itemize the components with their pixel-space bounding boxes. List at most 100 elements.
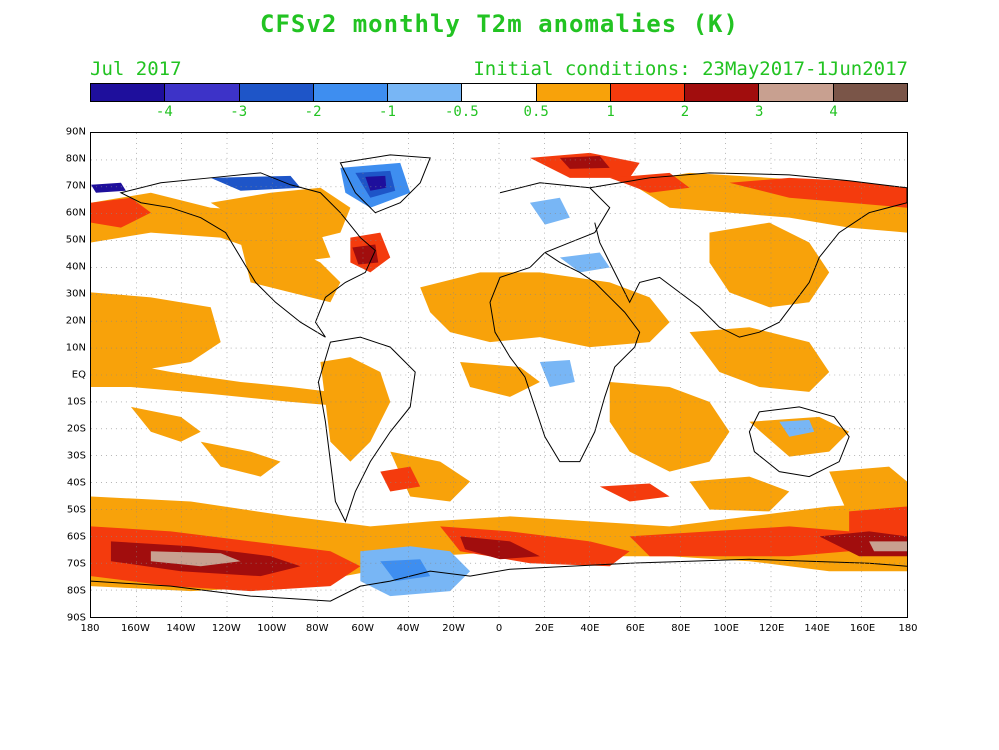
maritime-continent-warm (689, 327, 830, 392)
longitude-label: 140W (166, 623, 196, 634)
longitude-label: 20E (534, 623, 554, 634)
longitude-label: 80E (671, 623, 691, 634)
longitude-label: 120E (758, 623, 785, 634)
longitude-label: 140E (804, 623, 830, 634)
colorbar-swatch (759, 84, 834, 101)
latitude-label: 60S (66, 531, 86, 543)
arctic-pacific-warm (91, 192, 331, 263)
colorbar-labels: -4 -3 -2 -1 -0.5 0.5 1 2 3 4 (90, 104, 908, 120)
antarctic-peninsula-cool-mid (380, 559, 431, 582)
latitude-label: 80N (65, 153, 86, 165)
northwest-atlantic-strong (352, 244, 379, 265)
latitude-label: 10S (66, 396, 86, 408)
latitude-label: EQ (71, 369, 86, 381)
colorbar-label: -3 (230, 104, 248, 120)
asia-coast (589, 172, 907, 338)
pacific-south-warm (130, 406, 201, 442)
colorbar (90, 83, 908, 102)
latitude-label: 40N (65, 261, 86, 273)
longitude-label: 60E (625, 623, 645, 634)
east-antarctic-very-warm (869, 541, 907, 552)
australia-warm (749, 416, 850, 457)
colorbar-swatch (165, 84, 240, 101)
latitude-label: 90N (65, 126, 86, 138)
latitude-label: 30N (65, 288, 86, 300)
latitude-label: 70S (66, 558, 86, 570)
colorbar-swatch (462, 84, 537, 101)
weddell-east-warm (440, 526, 630, 567)
colorbar-swatch (91, 84, 166, 101)
longitude-label: 100E (713, 623, 739, 634)
colorbar-swatch (536, 84, 611, 101)
barents-warm (609, 172, 690, 193)
latitude-label: 60N (65, 207, 86, 219)
latitude-label: 10N (65, 342, 86, 354)
longitude-label: 180 (898, 623, 918, 634)
colorbar-swatch (685, 84, 760, 101)
antarctica-coast (91, 558, 907, 602)
scandinavia-cool (529, 197, 570, 225)
colorbar-swatch (388, 84, 463, 101)
latitude-label: 20N (65, 315, 86, 327)
north-america-coast (119, 172, 376, 338)
pacific-tropical-warm (91, 357, 361, 407)
lat-lon-grid (91, 133, 907, 617)
longitude-label: 160W (120, 623, 150, 634)
weddell-strong (460, 536, 540, 560)
alaska-cool-core (91, 182, 126, 193)
colorbar-swatch (313, 84, 389, 101)
colorbar-label: -2 (304, 104, 322, 120)
colorbar-swatch (239, 84, 314, 101)
sahara-warm (420, 272, 670, 348)
very-warm-anomalies (150, 541, 907, 567)
longitude-label: 40W (396, 623, 420, 634)
africa-cool (539, 360, 575, 387)
ross-sea-very-warm (150, 551, 241, 567)
latitude-label: 50N (65, 234, 86, 246)
east-asia-warm (709, 222, 830, 308)
colorbar-label: 0.5 (523, 104, 549, 120)
europe-africa-coast (489, 182, 641, 463)
south-america-warm (320, 357, 391, 462)
anomaly-map (90, 132, 908, 618)
latitude-label: 70N (65, 180, 86, 192)
south-pacific-warm (829, 466, 907, 517)
canada-warm (210, 187, 351, 243)
colorbar-label: -1 (379, 104, 396, 120)
chart-title: CFSv2 monthly T2m anomalies (K) (260, 10, 739, 38)
central-asia-cool (559, 252, 610, 273)
longitude-label: 100W (257, 623, 287, 634)
longitude-label: 160E (849, 623, 876, 634)
initial-conditions: Initial conditions: 23May2017-1Jun2017 (473, 58, 908, 80)
southeast-pacific-warm (200, 441, 281, 477)
latitude-label: 90S (66, 612, 86, 624)
longitude-label: 40E (580, 623, 600, 634)
greenland-sea-strong (559, 155, 610, 169)
south-indian-warm (689, 476, 790, 512)
greenland-coast (339, 154, 431, 214)
colorbar-label: -0.5 (444, 104, 479, 120)
latitude-label: 40S (66, 477, 86, 489)
longitude-label: 80W (305, 623, 329, 634)
latitude-label: 20S (66, 423, 86, 435)
forecast-month: Jul 2017 (90, 58, 182, 80)
south-atlantic-warm (390, 451, 471, 502)
coastlines (91, 154, 907, 602)
argentina-warm (380, 466, 421, 492)
colorbar-swatch (833, 84, 907, 101)
australia-coast (748, 406, 850, 478)
longitude-label: 120W (211, 623, 241, 634)
colorbar-label: -4 (155, 104, 173, 120)
longitude-label: 60W (351, 623, 374, 634)
colorbar-swatch (610, 84, 686, 101)
latitude-label: 50S (66, 504, 86, 516)
longitude-label: 180 (80, 623, 100, 634)
pacific-north-warm (91, 292, 221, 373)
colorbar-label: 2 (680, 104, 690, 120)
kara-warm (729, 177, 907, 208)
longitude-label: 20W (442, 623, 465, 634)
indian-ocean-warm (609, 381, 730, 472)
colorbar-label: 4 (829, 104, 838, 120)
longitude-label: 0 (495, 623, 503, 634)
australia-cool (779, 419, 815, 437)
